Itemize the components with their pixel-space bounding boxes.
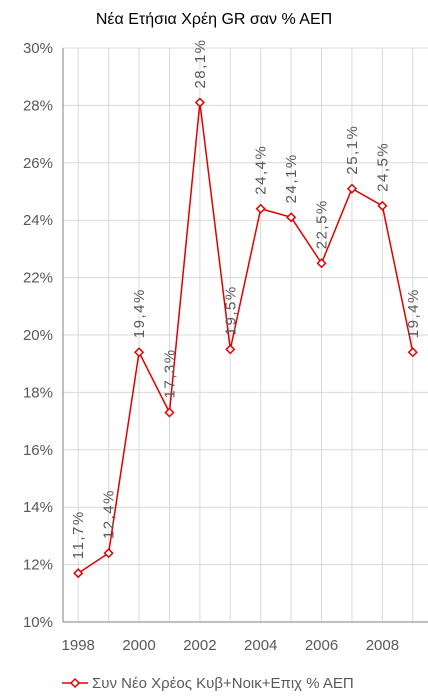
y-tick-label: 14% <box>23 499 53 516</box>
y-tick-label: 18% <box>23 384 53 401</box>
data-point-marker <box>164 407 175 418</box>
data-point-marker <box>316 258 327 269</box>
data-point-marker <box>255 203 266 214</box>
data-label: 24,1% <box>283 153 300 203</box>
series-group <box>73 97 418 579</box>
data-label: 19,4% <box>131 288 148 338</box>
data-point-marker <box>407 347 418 358</box>
data-point-marker <box>286 212 297 223</box>
data-label: 19,4% <box>405 288 422 338</box>
data-point-marker <box>103 548 114 559</box>
data-label: 28,1% <box>192 38 209 88</box>
chart-title: Νέα Ετήσια Χρέη GR σαν % ΑΕΠ <box>96 11 332 28</box>
y-tick-label: 20% <box>23 327 53 344</box>
data-point-marker <box>377 200 388 211</box>
legend-diamond-marker <box>69 677 81 689</box>
x-axis-ticks: 1998 2000 2002 2004 2006 2008 <box>62 637 400 654</box>
legend-entry: Συν Νέο Χρέος Κυβ+Νοικ+Επιχ % ΑΕΠ <box>92 675 354 692</box>
data-label: 17,3% <box>161 348 178 398</box>
gridlines <box>63 47 428 623</box>
x-tick-label: 1998 <box>62 637 95 654</box>
axes <box>62 48 428 623</box>
data-label: 25,1% <box>344 125 361 175</box>
x-tick-label: 2002 <box>183 637 216 654</box>
y-tick-label: 24% <box>23 212 53 229</box>
y-tick-label: 12% <box>23 557 53 574</box>
y-tick-label: 10% <box>23 614 53 631</box>
data-label: 24,5% <box>374 142 391 192</box>
data-labels: 11,7% 12,4% 19,4% 17,3% 28,1% 19,5% 24,4% 24,1%… <box>70 38 422 559</box>
data-point-marker <box>133 347 145 358</box>
y-tick-label: 16% <box>23 442 53 459</box>
x-tick-label: 2004 <box>244 637 277 654</box>
data-label: 22,5% <box>314 199 331 249</box>
data-point-marker <box>194 97 205 108</box>
legend: Συν Νέο Χρέος Κυβ+Νοικ+Επιχ % ΑΕΠ <box>62 675 354 692</box>
x-tick-label: 2008 <box>366 637 399 654</box>
data-label: 24,4% <box>253 145 270 195</box>
data-point-marker <box>225 344 236 355</box>
series-line <box>77 102 414 574</box>
y-axis-ticks: 10% 12% 14% 16% 18% 20% 22% 24% 26% 28% 30% <box>23 40 53 631</box>
data-label: 19,5% <box>222 285 239 335</box>
data-label: 11,7% <box>70 510 87 559</box>
x-tick-label: 2000 <box>122 637 155 654</box>
y-tick-label: 30% <box>23 40 53 57</box>
y-tick-label: 28% <box>23 97 53 114</box>
y-tick-label: 22% <box>23 270 53 287</box>
x-tick-label: 2006 <box>305 637 338 654</box>
data-point-marker <box>73 568 84 579</box>
data-point-marker <box>346 183 358 194</box>
y-tick-label: 26% <box>23 155 53 172</box>
data-label: 12,4% <box>101 489 118 539</box>
